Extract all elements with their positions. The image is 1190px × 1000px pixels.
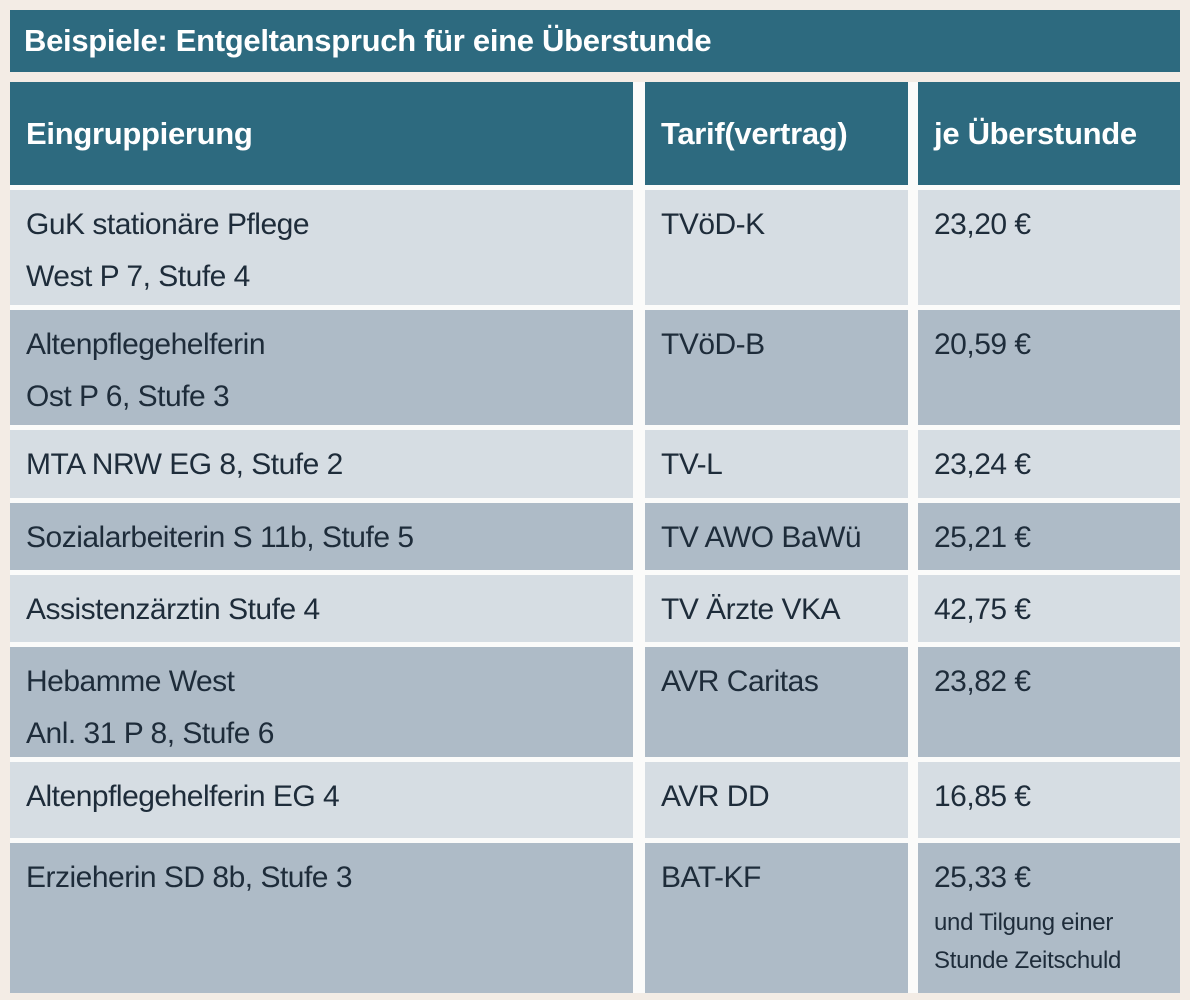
cell-tarifvertrag: TV AWO BaWü [645, 503, 908, 570]
cell-eingruppierung: Altenpflegehelferin Ost P 6, Stufe 3 [10, 310, 633, 425]
cell-tarifvertrag: BAT-KF [645, 843, 908, 993]
table-title: Beispiele: Entgeltanspruch für eine Über… [24, 23, 712, 58]
table-row: Hebamme West Anl. 31 P 8, Stufe 6 AVR Ca… [10, 647, 1180, 757]
cell-eingruppierung: Altenpflegehelferin EG 4 [10, 762, 633, 838]
price-value: 25,21 € [934, 521, 1031, 554]
overtime-pay-table: Eingruppierung Tarif(vertrag) je Überstu… [10, 82, 1180, 993]
cell-eingruppierung: GuK stationäre Pflege West P 7, Stufe 4 [10, 190, 633, 305]
tarif-label: TV Ärzte VKA [661, 593, 841, 626]
eingruppierung-line: Assistenzärztin Stufe 4 [26, 593, 320, 626]
cell-eingruppierung: Assistenzärztin Stufe 4 [10, 575, 633, 642]
cell-tarifvertrag: TVöD-B [645, 310, 908, 425]
price-value: 16,85 € [934, 780, 1031, 813]
cell-price: 20,59 € [918, 310, 1180, 425]
table-row: Altenpflegehelferin Ost P 6, Stufe 3 TVö… [10, 310, 1180, 425]
price-value: 25,33 € [934, 861, 1031, 894]
column-header-tarifvertrag: Tarif(vertrag) [645, 82, 908, 185]
eingruppierung-line: Ost P 6, Stufe 3 [26, 380, 230, 413]
table-title-bar: Beispiele: Entgeltanspruch für eine Über… [10, 10, 1180, 72]
cell-price: 42,75 € [918, 575, 1180, 642]
cell-tarifvertrag: AVR DD [645, 762, 908, 838]
eingruppierung-line: GuK stationäre Pflege [26, 208, 310, 241]
tarif-label: AVR Caritas [661, 665, 819, 698]
tarif-label: BAT-KF [661, 861, 761, 894]
table-row: Assistenzärztin Stufe 4 TV Ärzte VKA 42,… [10, 575, 1180, 642]
cell-price: 23,24 € [918, 430, 1180, 498]
tarif-label: TV-L [661, 448, 723, 481]
eingruppierung-line: West P 7, Stufe 4 [26, 260, 250, 293]
table-header-row: Eingruppierung Tarif(vertrag) je Überstu… [10, 82, 1180, 185]
price-value: 20,59 € [934, 328, 1031, 361]
tarif-label: TV AWO BaWü [661, 521, 862, 554]
eingruppierung-line: Sozialarbeiterin S 11b, Stufe 5 [26, 521, 414, 554]
cell-price: 25,21 € [918, 503, 1180, 570]
price-value: 23,20 € [934, 208, 1031, 241]
cell-price: 23,20 € [918, 190, 1180, 305]
cell-eingruppierung: Sozialarbeiterin S 11b, Stufe 5 [10, 503, 633, 570]
tarif-label: TVöD-B [661, 328, 765, 361]
table-row: GuK stationäre Pflege West P 7, Stufe 4 … [10, 190, 1180, 305]
price-note-line: und Tilgung einer [934, 909, 1114, 936]
price-note-line: Stunde Zeitschuld [934, 947, 1122, 974]
cell-price: 25,33 € und Tilgung einer Stunde Zeitsch… [918, 843, 1180, 993]
table-row: Sozialarbeiterin S 11b, Stufe 5 TV AWO B… [10, 503, 1180, 570]
table-row: Erzieherin SD 8b, Stufe 3 BAT-KF 25,33 €… [10, 843, 1180, 993]
cell-tarifvertrag: TV-L [645, 430, 908, 498]
cell-eingruppierung: Erzieherin SD 8b, Stufe 3 [10, 843, 633, 993]
cell-price: 23,82 € [918, 647, 1180, 757]
eingruppierung-line: Anl. 31 P 8, Stufe 6 [26, 717, 274, 750]
tarif-label: AVR DD [661, 780, 770, 813]
cell-tarifvertrag: AVR Caritas [645, 647, 908, 757]
column-header-je-ueberstunde: je Überstunde [918, 82, 1180, 185]
eingruppierung-line: MTA NRW EG 8, Stufe 2 [26, 448, 343, 481]
cell-eingruppierung: MTA NRW EG 8, Stufe 2 [10, 430, 633, 498]
price-value: 42,75 € [934, 593, 1031, 626]
table-row: Altenpflegehelferin EG 4 AVR DD 16,85 € [10, 762, 1180, 838]
cell-price: 16,85 € [918, 762, 1180, 838]
table-row: MTA NRW EG 8, Stufe 2 TV-L 23,24 € [10, 430, 1180, 498]
price-value: 23,82 € [934, 665, 1031, 698]
tarif-label: TVöD-K [661, 208, 765, 241]
cell-tarifvertrag: TV Ärzte VKA [645, 575, 908, 642]
eingruppierung-line: Altenpflegehelferin [26, 328, 266, 361]
eingruppierung-line: Erzieherin SD 8b, Stufe 3 [26, 861, 353, 894]
cell-eingruppierung: Hebamme West Anl. 31 P 8, Stufe 6 [10, 647, 633, 757]
cell-tarifvertrag: TVöD-K [645, 190, 908, 305]
eingruppierung-line: Hebamme West [26, 665, 235, 698]
price-value: 23,24 € [934, 448, 1031, 481]
column-header-eingruppierung: Eingruppierung [10, 82, 633, 185]
eingruppierung-line: Altenpflegehelferin EG 4 [26, 780, 340, 813]
